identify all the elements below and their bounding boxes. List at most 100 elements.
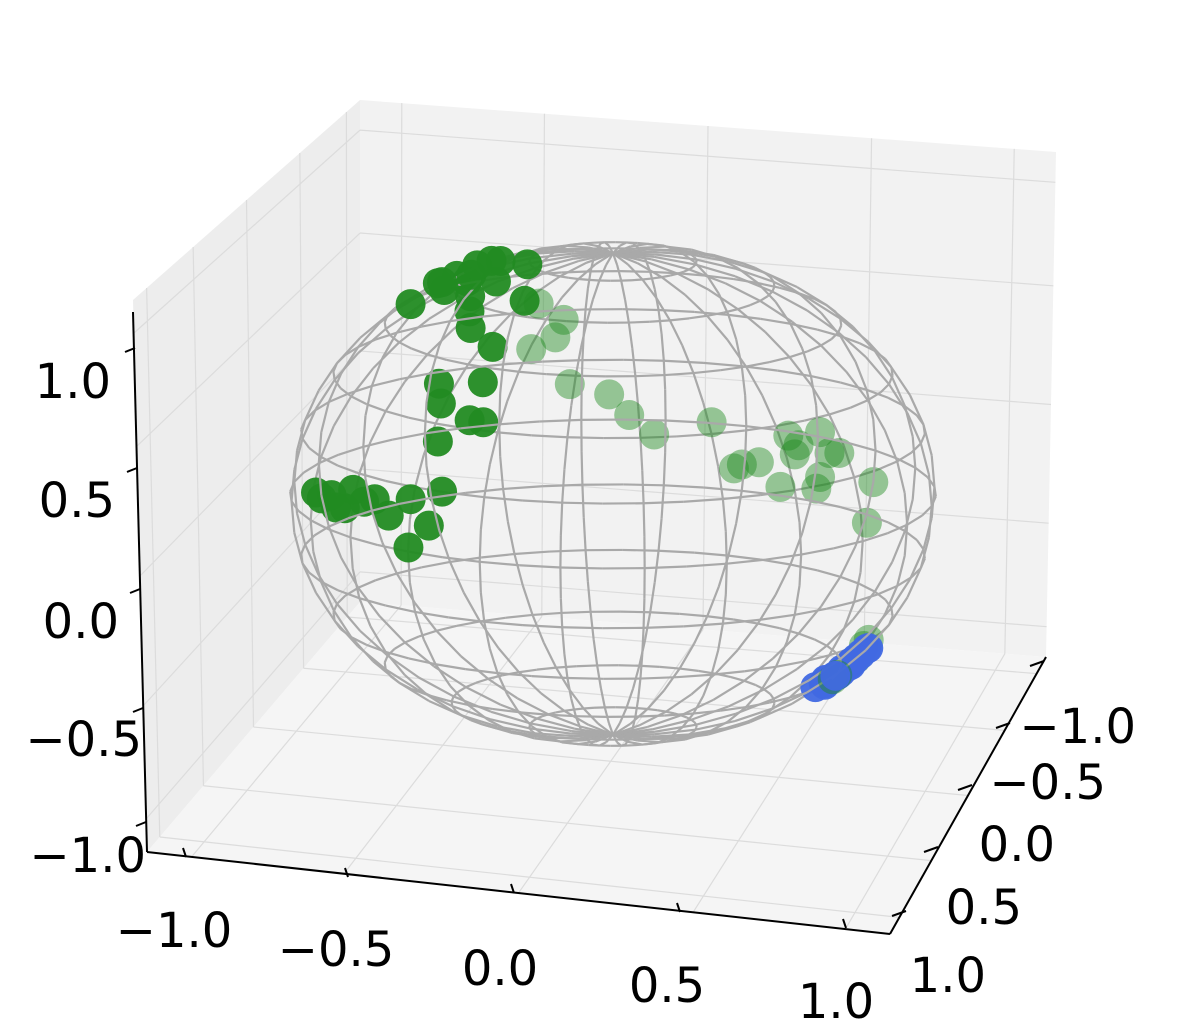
x-tick-label: 1.0 bbox=[798, 974, 874, 1020]
wireframe-segment bbox=[533, 275, 561, 295]
wireframe-segment bbox=[908, 548, 925, 580]
wireframe-segment bbox=[581, 333, 585, 361]
wireframe-segment bbox=[911, 436, 917, 468]
wireframe-segment bbox=[760, 558, 791, 566]
wireframe-segment bbox=[414, 610, 449, 619]
wireframe-segment bbox=[479, 616, 506, 623]
wireframe-segment bbox=[775, 660, 805, 668]
wireframe-segment bbox=[290, 501, 296, 533]
wireframe-segment bbox=[794, 607, 827, 616]
wireframe-segment bbox=[891, 530, 907, 563]
wireframe-segment bbox=[862, 532, 888, 543]
wireframe-segment bbox=[637, 678, 642, 700]
back-grid-line bbox=[1004, 148, 1015, 654]
wireframe-segment bbox=[801, 348, 812, 377]
wireframe-segment bbox=[728, 554, 761, 561]
wireframe-segment bbox=[707, 288, 739, 311]
wireframe-segment bbox=[744, 426, 748, 459]
wireframe-segment bbox=[658, 549, 695, 554]
wireframe-segment bbox=[654, 728, 696, 736]
wireframe-segment bbox=[612, 252, 629, 266]
wireframe-segment bbox=[798, 554, 803, 586]
wireframe-segment bbox=[794, 483, 827, 492]
wireframe-segment bbox=[561, 627, 566, 655]
wireframe-segment bbox=[692, 372, 705, 404]
wireframe-segment bbox=[297, 510, 312, 522]
wireframe-segment bbox=[808, 297, 841, 320]
wireframe-segment bbox=[707, 274, 734, 281]
wireframe-segment bbox=[840, 506, 867, 516]
wireframe-segment bbox=[567, 676, 604, 680]
wireframe-segment bbox=[626, 706, 638, 710]
wireframe-segment bbox=[679, 272, 708, 277]
wireframe-segment bbox=[542, 642, 558, 669]
wireframe-segment bbox=[692, 695, 705, 715]
wireframe-segment bbox=[576, 664, 598, 668]
wireframe-segment bbox=[514, 550, 550, 556]
wireframe-segment bbox=[532, 611, 562, 617]
wireframe-segment bbox=[489, 718, 531, 730]
wireframe-segment bbox=[620, 610, 651, 614]
wireframe-segment bbox=[837, 325, 843, 333]
wireframe-segment bbox=[371, 378, 400, 388]
wireframe-segment bbox=[422, 638, 437, 665]
wireframe-segment bbox=[559, 261, 587, 278]
wireframe-segment bbox=[536, 666, 557, 671]
data-point bbox=[395, 484, 426, 515]
wireframe-segment bbox=[735, 490, 743, 524]
wireframe-segment bbox=[435, 630, 462, 658]
wireframe-segment bbox=[884, 599, 893, 609]
wireframe-segment bbox=[744, 395, 748, 427]
wireframe-segment bbox=[785, 614, 796, 643]
wireframe-segment bbox=[340, 346, 360, 375]
y-tick-label: 0.0 bbox=[979, 817, 1055, 873]
wireframe-segment bbox=[733, 277, 759, 285]
wireframe-segment bbox=[418, 676, 455, 698]
wireframe-segment bbox=[768, 696, 790, 704]
wireframe-segment bbox=[603, 707, 610, 724]
wireframe-segment bbox=[598, 264, 608, 281]
wireframe-segment bbox=[646, 714, 682, 729]
data-point bbox=[540, 322, 571, 353]
wireframe-segment bbox=[332, 395, 353, 427]
wireframe-segment bbox=[828, 406, 851, 416]
wireframe-segment bbox=[663, 244, 681, 253]
wireframe-segment bbox=[710, 650, 720, 676]
wireframe-segment bbox=[853, 593, 879, 603]
wireframe-segment bbox=[681, 345, 695, 374]
wireframe-segment bbox=[569, 242, 584, 247]
wireframe-segment bbox=[851, 590, 876, 621]
wireframe-segment bbox=[622, 308, 659, 312]
wireframe-segment bbox=[839, 335, 857, 363]
wireframe-segment bbox=[775, 419, 805, 428]
wireframe-segment bbox=[653, 288, 660, 311]
data-point bbox=[509, 285, 540, 316]
wireframe-segment bbox=[359, 472, 386, 482]
wireframe-segment bbox=[735, 697, 775, 715]
wireframe-segment bbox=[421, 560, 451, 569]
wireframe-segment bbox=[561, 270, 591, 274]
wireframe-segment bbox=[300, 544, 307, 555]
wireframe-segment bbox=[328, 517, 349, 528]
wireframe-segment bbox=[896, 555, 906, 587]
wireframe-segment bbox=[460, 655, 489, 680]
wireframe-segment bbox=[793, 585, 801, 615]
wireframe-segment bbox=[660, 333, 665, 361]
wireframe-segment bbox=[657, 518, 663, 551]
x-tick-mark bbox=[344, 867, 349, 878]
wireframe-segment bbox=[662, 452, 667, 486]
wireframe-segment bbox=[317, 362, 338, 392]
wireframe-segment bbox=[813, 638, 828, 647]
wireframe-segment bbox=[357, 645, 387, 671]
wireframe-segment bbox=[790, 322, 818, 331]
wireframe-segment bbox=[320, 401, 330, 433]
wireframe-segment bbox=[650, 611, 680, 615]
wireframe-segment bbox=[592, 639, 599, 666]
wireframe-segment bbox=[497, 725, 535, 735]
wireframe-segment bbox=[730, 258, 745, 265]
wireframe-segment bbox=[418, 629, 437, 638]
wireframe-segment bbox=[649, 582, 656, 613]
wireframe-segment bbox=[487, 719, 512, 733]
wireframe-segment bbox=[497, 431, 532, 437]
y-tick-mark bbox=[995, 722, 1011, 729]
